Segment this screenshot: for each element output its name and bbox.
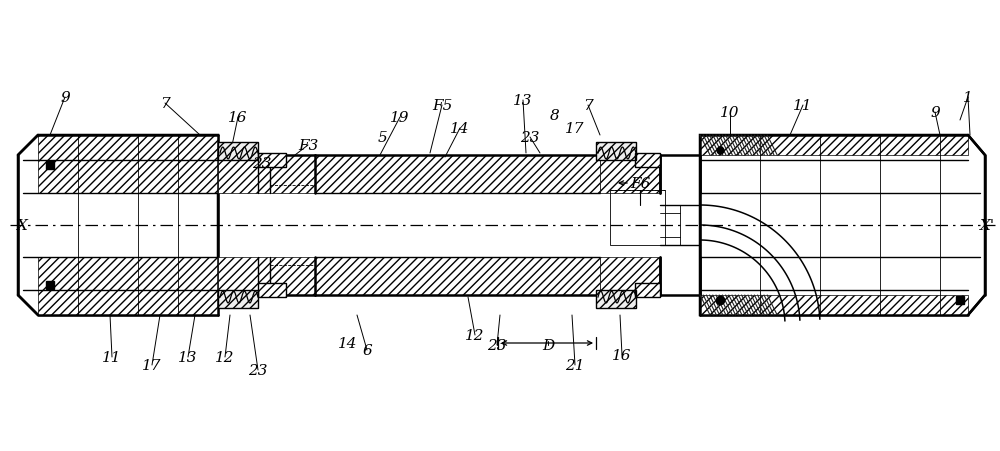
Text: 6: 6 — [362, 343, 372, 357]
Bar — [218, 156, 315, 193]
Bar — [635, 283, 660, 297]
Bar — [635, 154, 660, 168]
Text: X': X' — [980, 219, 996, 232]
Text: 14: 14 — [338, 336, 358, 350]
Bar — [38, 258, 218, 315]
Text: 23: 23 — [520, 131, 540, 145]
Text: 23: 23 — [252, 156, 272, 170]
Bar — [600, 156, 660, 193]
Text: 17: 17 — [565, 122, 585, 136]
Bar — [218, 258, 315, 295]
Text: 16: 16 — [612, 348, 632, 362]
Text: 11: 11 — [793, 99, 813, 113]
Bar — [258, 154, 286, 168]
Text: D: D — [542, 338, 554, 352]
Bar — [596, 143, 636, 161]
Text: 9: 9 — [60, 91, 70, 105]
Bar — [596, 143, 636, 161]
Bar — [600, 258, 660, 295]
Bar — [635, 154, 660, 168]
Polygon shape — [18, 136, 218, 315]
Bar — [635, 283, 660, 297]
Text: 23: 23 — [248, 363, 268, 377]
Bar — [610, 191, 665, 245]
Text: 5: 5 — [378, 131, 388, 145]
Text: 1: 1 — [963, 91, 973, 105]
Bar — [315, 258, 600, 295]
Bar — [258, 283, 286, 297]
Bar — [258, 283, 286, 297]
Text: 19: 19 — [390, 111, 410, 125]
Text: 13: 13 — [513, 94, 533, 108]
Text: F5: F5 — [432, 99, 452, 113]
Text: 7: 7 — [160, 97, 170, 111]
Text: 12: 12 — [465, 328, 485, 342]
Text: 23: 23 — [487, 338, 507, 352]
Text: F3: F3 — [298, 139, 318, 152]
Bar — [218, 143, 258, 161]
Text: 8: 8 — [550, 109, 560, 123]
Polygon shape — [700, 136, 985, 315]
Text: X: X — [17, 219, 27, 232]
Text: 16: 16 — [228, 111, 248, 125]
Text: 12: 12 — [215, 350, 235, 364]
Bar — [315, 156, 600, 193]
Text: 11: 11 — [102, 350, 122, 364]
Bar — [38, 136, 218, 193]
Bar — [258, 154, 286, 168]
Text: 13: 13 — [178, 350, 198, 364]
Bar — [218, 143, 258, 161]
Bar — [596, 290, 636, 308]
Text: 7: 7 — [583, 99, 593, 113]
Bar — [596, 290, 636, 308]
Text: F6: F6 — [630, 177, 650, 191]
Text: 17: 17 — [142, 358, 162, 372]
Text: 9: 9 — [930, 106, 940, 120]
Bar — [700, 136, 968, 156]
Text: 10: 10 — [720, 106, 740, 120]
Text: 21: 21 — [565, 358, 585, 372]
Bar — [218, 290, 258, 308]
Bar — [218, 290, 258, 308]
Text: 14: 14 — [450, 122, 470, 136]
Bar — [700, 295, 968, 315]
